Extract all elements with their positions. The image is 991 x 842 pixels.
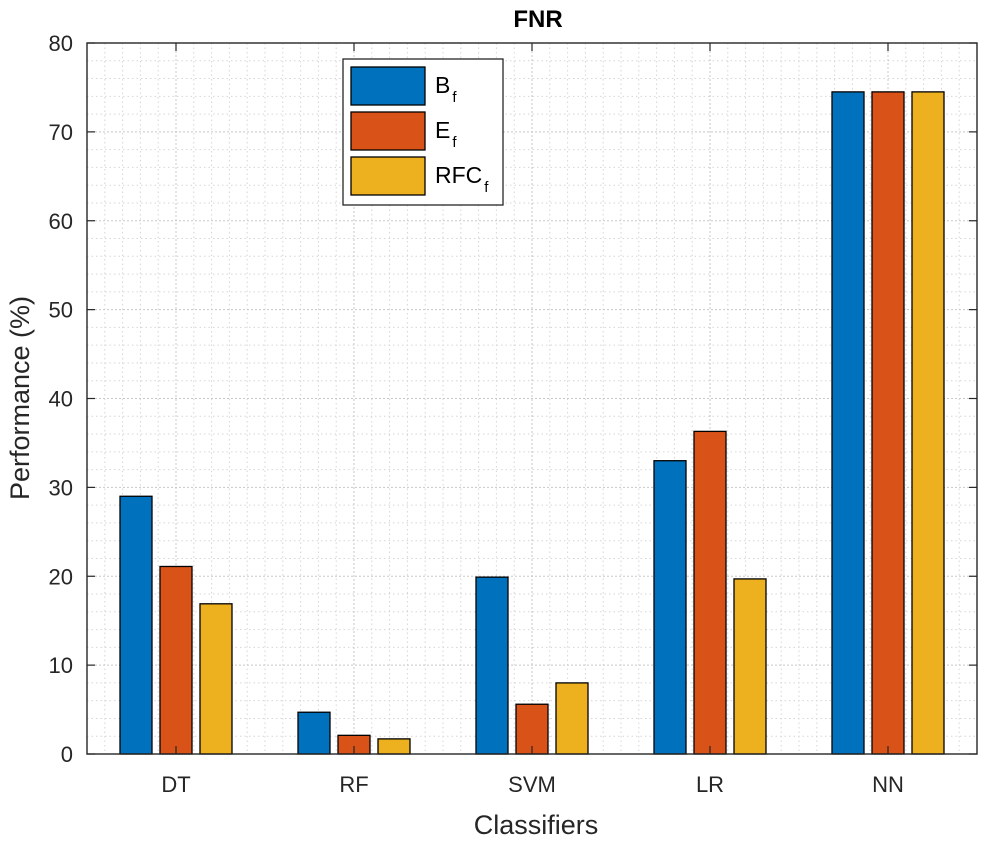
x-axis-ticks: DT RF SVM LR NN (161, 43, 904, 797)
bar-svm-rfc (555, 682, 589, 755)
bar-dt-b (119, 495, 153, 755)
bars-group (119, 91, 945, 755)
y-tick-label: 10 (49, 653, 73, 678)
x-tick-label-lr: LR (696, 772, 724, 797)
bar-nn-b (831, 91, 865, 755)
legend-swatch-b (350, 66, 426, 106)
bar-lr-b (653, 460, 687, 755)
chart-title: FNR (513, 6, 562, 33)
y-tick-label: 70 (49, 120, 73, 145)
y-tick-label: 50 (49, 298, 73, 323)
bar-lr-e (693, 430, 727, 755)
y-axis-ticks: 0 10 20 30 40 50 60 70 80 (49, 31, 977, 767)
x-axis-title: Classifiers (474, 810, 599, 840)
bar-rf-rfc (377, 738, 411, 755)
y-tick-label: 40 (49, 387, 73, 412)
bar-nn-rfc (911, 91, 945, 755)
bar-rf-b (297, 711, 331, 755)
bar-nn-e (871, 91, 905, 755)
x-tick-label-nn: NN (872, 772, 904, 797)
bar-dt-rfc (199, 603, 233, 755)
x-tick-label-dt: DT (161, 772, 190, 797)
legend-swatch-e (350, 111, 426, 151)
bar-svm-e (515, 703, 549, 755)
x-tick-label-rf: RF (339, 772, 368, 797)
legend-label-rfc: RFC f (435, 162, 489, 196)
y-tick-label: 60 (49, 209, 73, 234)
y-axis-title: Performance (%) (5, 296, 35, 500)
y-tick-label: 30 (49, 475, 73, 500)
y-tick-label: 20 (49, 564, 73, 589)
y-tick-label: 0 (61, 742, 73, 767)
bar-svm-b (475, 576, 509, 755)
x-tick-label-svm: SVM (508, 772, 556, 797)
bar-lr-rfc (733, 578, 767, 755)
grid-lines (87, 42, 977, 755)
y-tick-label: 80 (49, 31, 73, 56)
legend-swatch-rfc (350, 156, 426, 196)
bar-dt-e (159, 565, 193, 755)
